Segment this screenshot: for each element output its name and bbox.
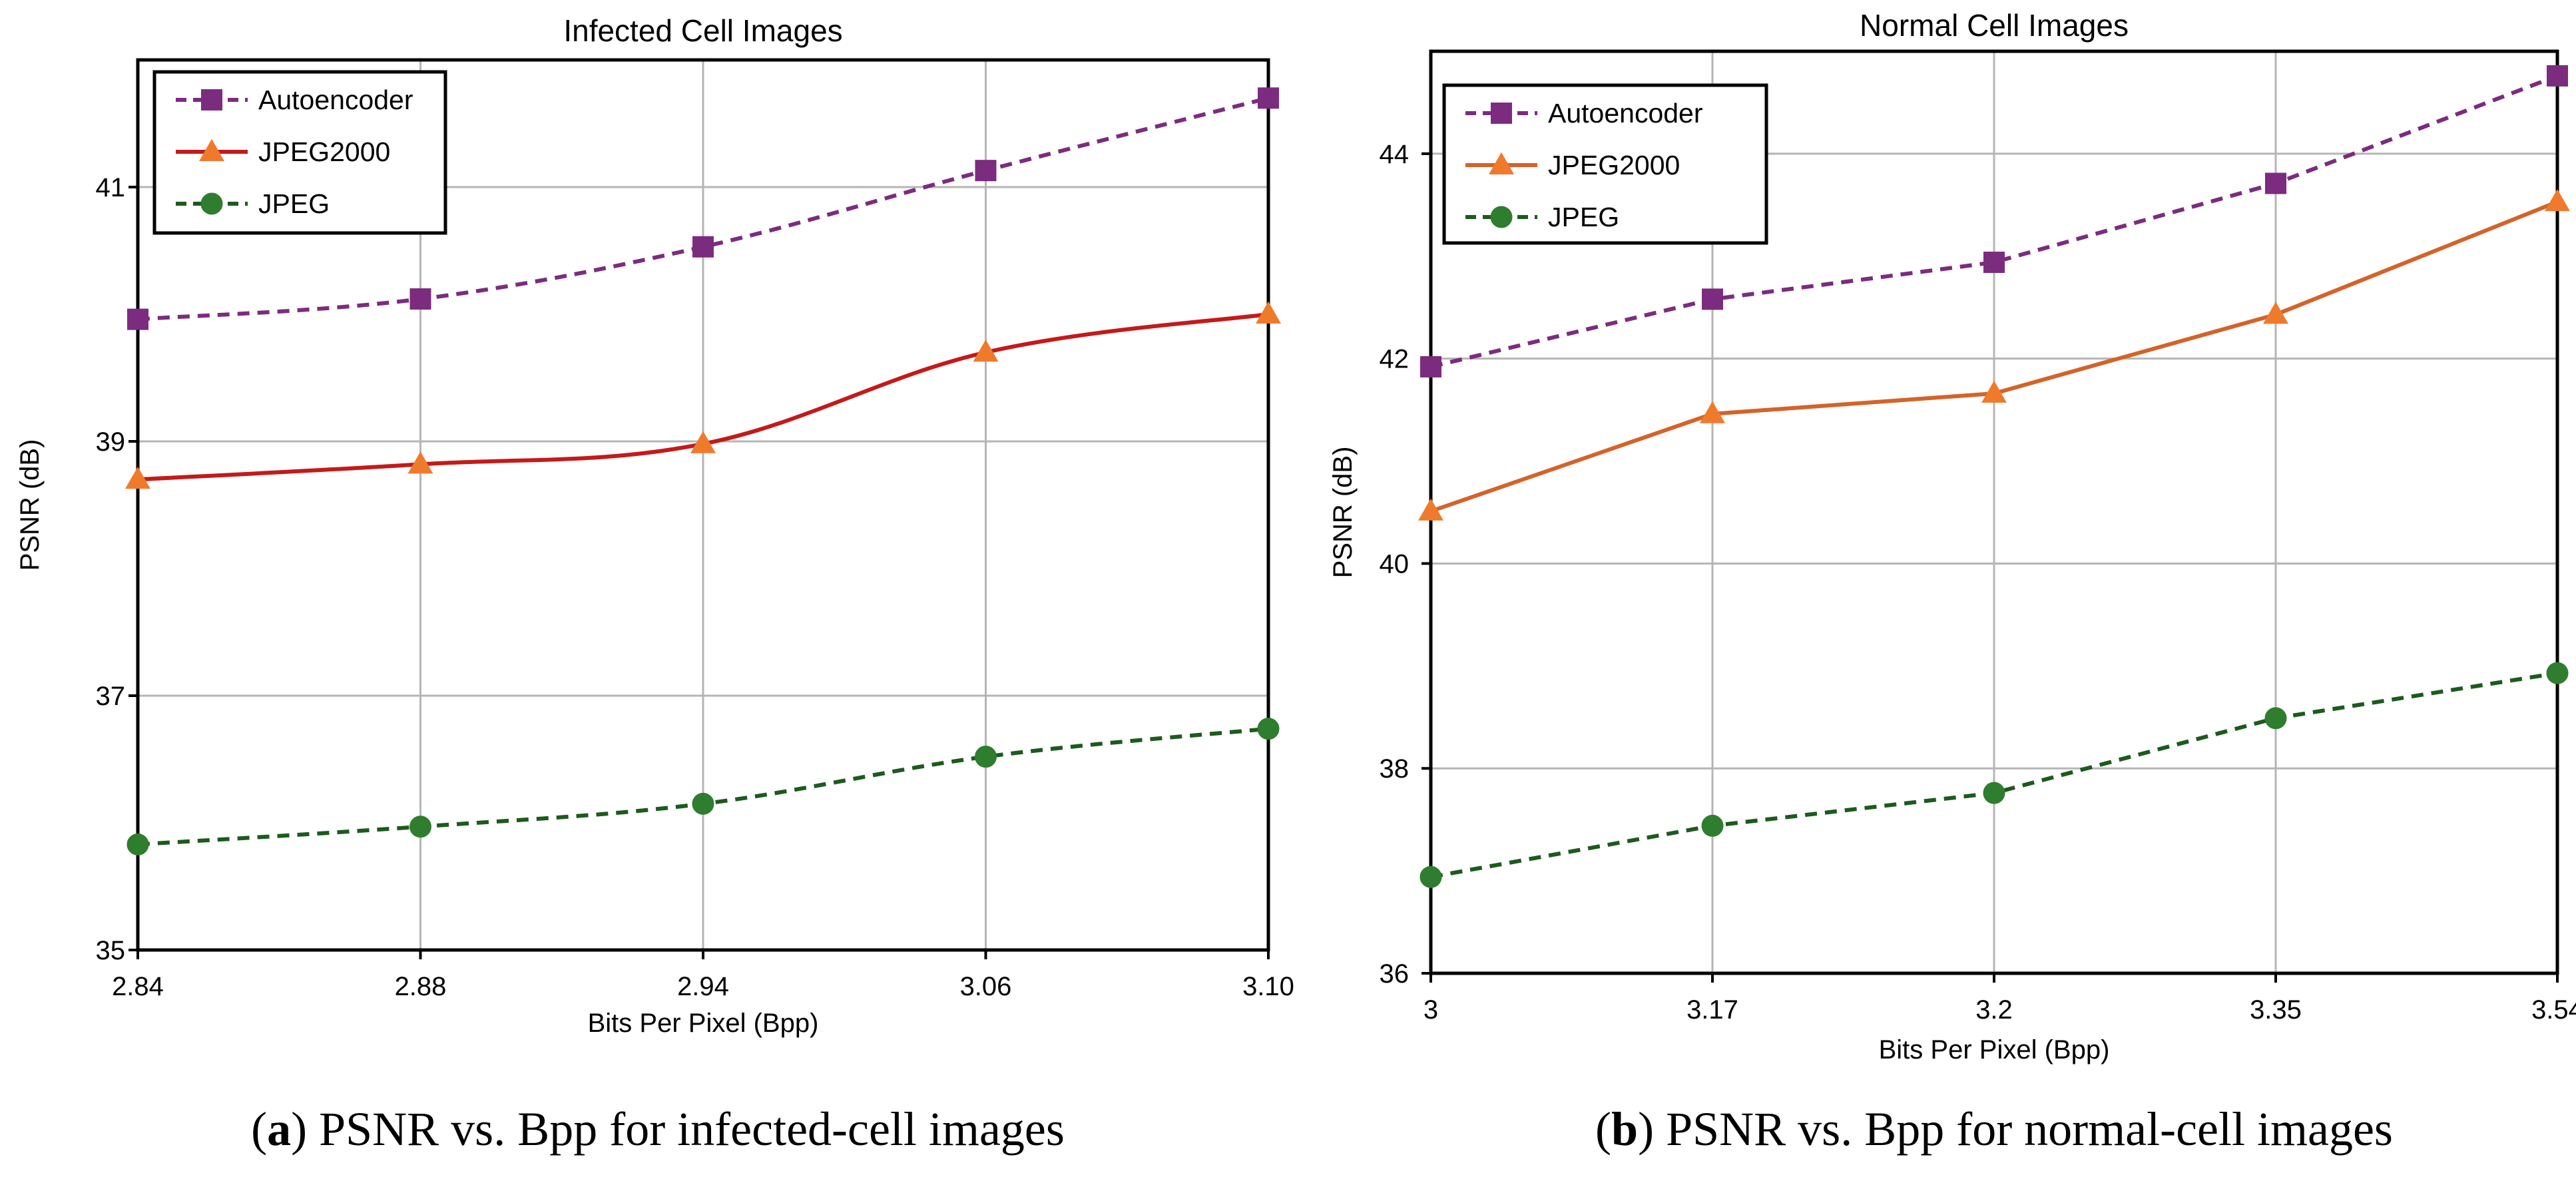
legend-marker-jpeg2000 [199, 138, 224, 161]
series-jpeg-point [1257, 718, 1280, 740]
caption-paren-close: ) [291, 1102, 319, 1156]
y-tick-label: 37 [96, 682, 126, 711]
legend-label-autoencoder: Autoencoder [1548, 98, 1703, 128]
x-tick-label: 3.06 [960, 972, 1012, 1001]
series-autoencoder-point [975, 160, 997, 182]
series-autoencoder-point [2547, 65, 2568, 87]
series-jpeg2000-point [2545, 188, 2570, 212]
series-jpeg2000-point [1700, 401, 1725, 423]
series-autoencoder-point [409, 288, 431, 310]
series-jpeg-point [127, 833, 149, 855]
x-tick-label: 2.84 [112, 972, 164, 1001]
x-tick-label: 3.35 [2250, 995, 2302, 1025]
caption-text: PSNR vs. Bpp for normal-cell images [1666, 1102, 2393, 1156]
caption-label: b [1611, 1102, 1638, 1156]
chart-title: Infected Cell Images [563, 13, 842, 48]
series-jpeg-point [2264, 707, 2287, 730]
x-tick-label: 3 [1423, 995, 1438, 1025]
series-jpeg-point [2546, 662, 2569, 684]
series-jpeg2000-point [407, 451, 433, 474]
x-axis-label: Bits Per Pixel (Bpp) [588, 1009, 819, 1038]
series-jpeg2000-point [690, 431, 716, 453]
y-tick-label: 35 [96, 936, 126, 965]
series-autoencoder-point [1420, 355, 1441, 377]
chart-title: Normal Cell Images [1860, 8, 2129, 43]
legend-label-jpeg2000: JPEG2000 [258, 136, 390, 167]
legend-marker-autoencoder [201, 89, 222, 111]
series-jpeg2000-point [1981, 380, 2007, 403]
series-autoencoder-point [1983, 252, 2005, 274]
series-autoencoder-line [1430, 74, 2559, 369]
y-tick-label: 41 [96, 173, 126, 202]
series-jpeg-point [409, 816, 431, 838]
legend-marker-jpeg2000 [1489, 152, 1514, 174]
caption-paren-open: ( [251, 1102, 267, 1156]
x-tick-label: 3.2 [1975, 995, 2013, 1025]
y-tick-label: 42 [1380, 345, 1410, 374]
chart-infected-cell-images: 2.84 2.88 2.94 3.06 3.10 35 37 39 41 Infected Cel… [15, 13, 1294, 1156]
y-tick-label: 39 [96, 427, 126, 457]
y-axis-label: PSNR (dB) [1328, 447, 1358, 579]
caption-paren-open: ( [1595, 1102, 1611, 1156]
legend-marker-autoencoder [1491, 103, 1512, 124]
x-tick-label: 2.88 [395, 972, 447, 1001]
series-autoencoder-point [2265, 172, 2286, 194]
legend-marker-jpeg [200, 192, 223, 215]
figure-caption: (b) PSNR vs. Bpp for normal-cell images [1595, 1102, 2393, 1156]
series-jpeg2000-point [2263, 302, 2288, 324]
series-jpeg-point [1701, 814, 1724, 837]
legend-label-jpeg: JPEG [258, 188, 330, 219]
series-jpeg2000-point [125, 467, 150, 489]
x-tick-label: 3.10 [1242, 972, 1294, 1001]
x-tick-label: 2.94 [677, 972, 729, 1001]
series-autoencoder-point [127, 308, 148, 330]
series-jpeg2000-point [1256, 301, 1281, 324]
x-axis-label: Bits Per Pixel (Bpp) [1879, 1035, 2110, 1064]
caption-text: PSNR vs. Bpp for infected-cell images [319, 1102, 1065, 1156]
figure-caption: (a) PSNR vs. Bpp for infected-cell image… [251, 1102, 1065, 1156]
caption-label: a [267, 1102, 291, 1156]
legend-label-autoencoder: Autoencoder [258, 85, 413, 115]
series-jpeg2000-point [973, 340, 999, 362]
y-tick-label: 38 [1380, 754, 1410, 784]
series-autoencoder-point [1702, 288, 1723, 310]
legend-label-jpeg: JPEG [1548, 202, 1619, 232]
series-autoencoder-point [692, 236, 714, 258]
series-jpeg2000-point [1418, 498, 1443, 521]
y-axis-label: PSNR (dB) [15, 439, 45, 571]
legend-marker-jpeg [1490, 206, 1513, 228]
caption-paren-close: ) [1638, 1102, 1666, 1156]
x-tick-label: 3.54 [2531, 995, 2576, 1025]
y-tick-label: 40 [1380, 549, 1410, 579]
series-autoencoder-point [1258, 87, 1279, 109]
x-tick-label: 3.17 [1686, 995, 1738, 1025]
series-jpeg-point [1419, 865, 1442, 888]
series-jpeg-point [975, 746, 997, 768]
series-jpeg-point [692, 792, 714, 815]
y-tick-label: 36 [1380, 959, 1410, 989]
chart-normal-cell-images: 3 3.17 3.2 3.35 3.54 36 38 40 42 44 Normal Cell Im… [1328, 8, 2576, 1156]
y-tick-label: 44 [1380, 140, 1410, 169]
legend-label-jpeg2000: JPEG2000 [1548, 150, 1680, 180]
series-jpeg-point [1983, 782, 2005, 804]
